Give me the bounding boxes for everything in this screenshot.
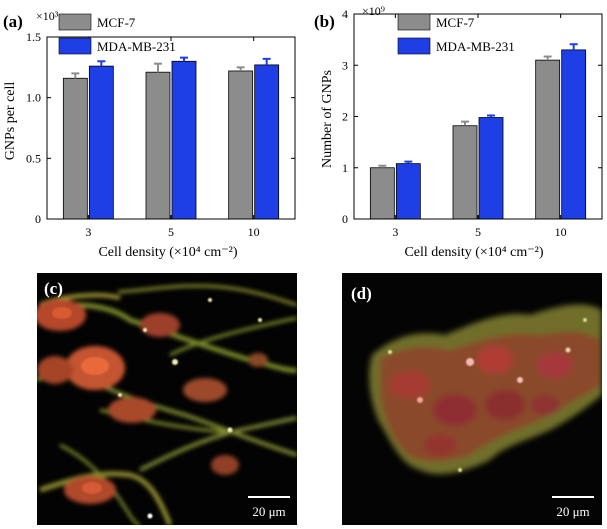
bar-mda: [561, 49, 587, 220]
chart-a: (a) ×10³ 0 0.5 1.0 1.5 3 5 10 MCF-7 MDA-MB-231…: [3, 9, 296, 260]
y-exponent-a: ×10³: [36, 9, 59, 23]
legend-swatch-mcf7: [397, 13, 431, 31]
bar-mda: [88, 65, 114, 220]
panel-label-c: (c): [44, 279, 63, 298]
x-tick-label: 3: [85, 225, 91, 239]
y-tick-label: 4: [342, 7, 348, 21]
cell-highlights-c: [52, 298, 262, 519]
legend-label-mda: MDA-MB-231: [436, 39, 515, 54]
bar-mda: [395, 163, 421, 220]
panel-label-d: (d): [351, 284, 372, 303]
y-tick-label: 1.5: [26, 30, 41, 44]
cells-c: [37, 284, 297, 525]
y-tick-label: 1.0: [26, 91, 41, 105]
micrograph-c: (c) 20 μm: [37, 273, 297, 525]
bar-mda: [171, 60, 197, 220]
legend-swatch-mcf7: [58, 13, 92, 31]
legend-label-mda: MDA-MB-231: [97, 39, 176, 54]
x-tick-label: 10: [248, 225, 260, 239]
panel-label-b: (b): [314, 12, 335, 31]
scale-label-d: 20 μm: [556, 504, 589, 519]
axes-b: [353, 13, 603, 220]
x-axis-label-a: Cell density (×10⁴ cm⁻²): [98, 245, 237, 260]
x-tick-label: 3: [392, 225, 398, 239]
x-ticks-a: 3 5 10: [85, 37, 260, 239]
cell-glow-d: [369, 304, 602, 475]
bars-a: [62, 56, 280, 220]
micrograph-d: (d) 20 μm: [342, 273, 602, 525]
legend-swatch-mda: [58, 37, 92, 55]
bar-mda: [254, 64, 280, 220]
axes-a: [46, 36, 296, 220]
bar-mcf7: [535, 59, 561, 220]
x-tick-label: 5: [168, 225, 174, 239]
x-axis-label-b: Cell density (×10⁴ cm⁻²): [404, 245, 543, 260]
legend-label-mcf7: MCF-7: [436, 15, 475, 30]
legend-swatch-mda: [397, 37, 431, 55]
panel-label-a: (a): [3, 12, 23, 31]
scale-label-c: 20 μm: [252, 504, 285, 519]
y-axis-label-a: GNPs per cell: [3, 82, 18, 161]
bar-mcf7: [452, 125, 478, 220]
y-axis-label-b: Number of GNPs: [320, 70, 335, 168]
bar-mcf7: [369, 167, 395, 220]
x-tick-label: 10: [555, 225, 567, 239]
cell-highlights-d: [388, 318, 587, 472]
legend-b: MCF-7 MDA-MB-231: [397, 13, 515, 55]
plot-frame-a: [46, 36, 296, 220]
bar-mcf7: [145, 71, 171, 220]
legend-a: MCF-7 MDA-MB-231: [58, 13, 176, 55]
y-tick-label: 1: [342, 161, 348, 175]
y-tick-label: 0: [342, 212, 348, 226]
y-tick-label: 3: [342, 58, 348, 72]
x-ticks-b: 3 5 10: [392, 14, 567, 239]
bar-mcf7: [62, 77, 88, 220]
y-exponent-b: ×10⁹: [362, 4, 385, 18]
bar-mda: [478, 117, 504, 220]
legend-label-mcf7: MCF-7: [97, 15, 136, 30]
bar-mcf7: [228, 70, 254, 220]
plot-frame-b: [353, 13, 603, 220]
y-tick-label: 0: [35, 212, 41, 226]
y-tick-label: 0.5: [26, 151, 41, 165]
cells-d: [369, 304, 602, 475]
y-tick-label: 2: [342, 110, 348, 124]
x-tick-label: 5: [475, 225, 481, 239]
bars-b: [369, 43, 587, 220]
chart-b: (b) ×10⁹ 0 1 2 3 4 3 5 10 MCF-7 MDA-MB-231 Numb…: [314, 4, 603, 260]
